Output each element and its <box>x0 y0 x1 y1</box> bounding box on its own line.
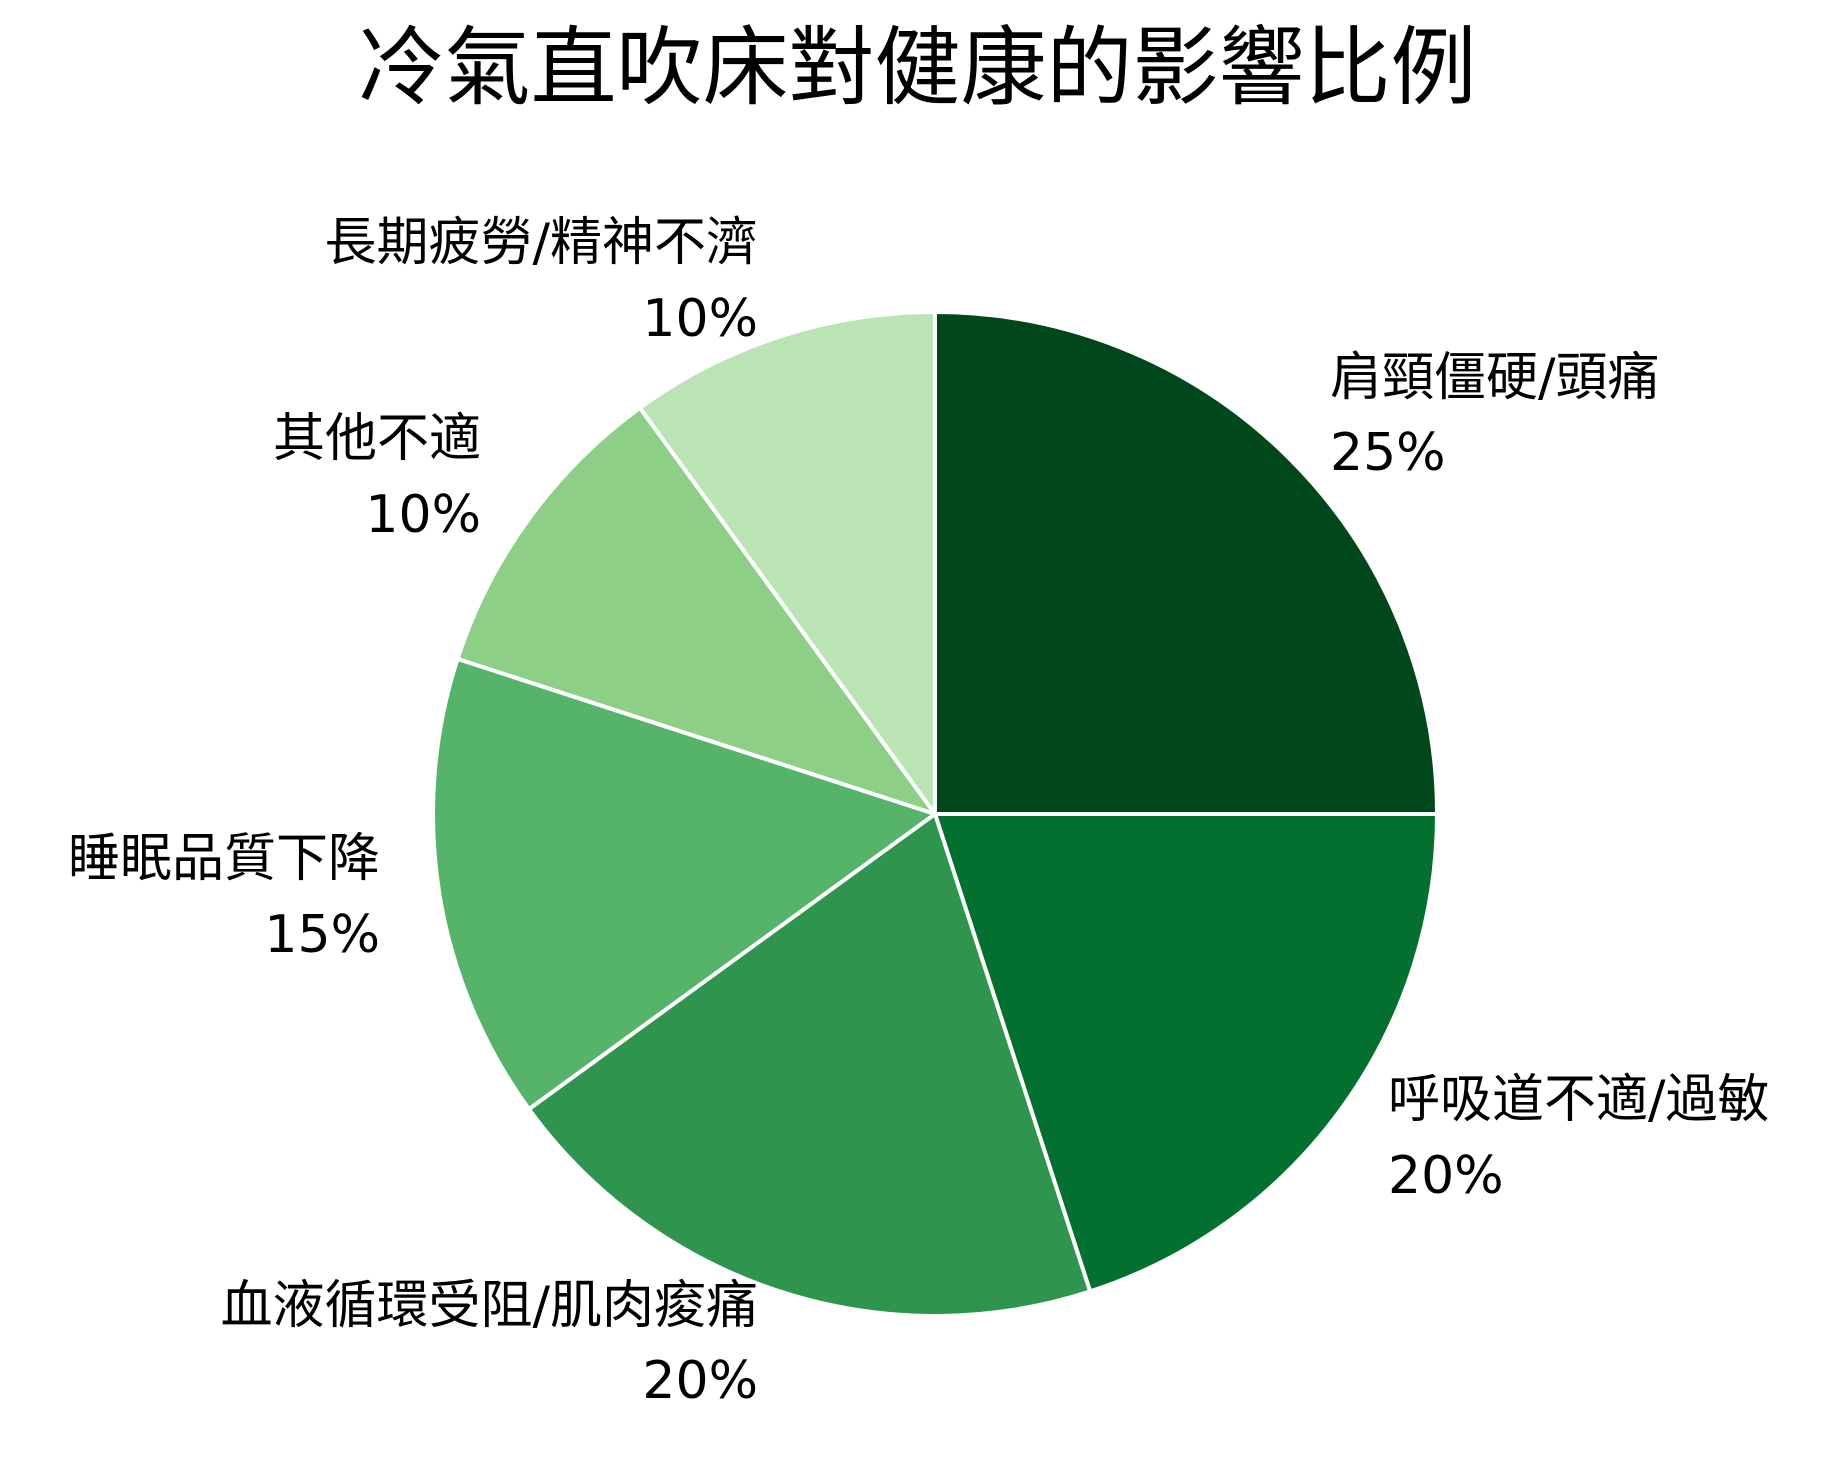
slice-value-label: 20% <box>1388 1146 1504 1206</box>
slice-label: 其他不適 <box>273 409 481 469</box>
pie-labels: 肩頸僵硬/頭痛 25% 呼吸道不適/過敏 20% 血液循環受阻/肌肉痠痛 20% 睡眠品質下… <box>68 213 1770 1411</box>
slice-label: 肩頸僵硬/頭痛 <box>1330 348 1660 408</box>
slice-label: 長期疲勞/精神不濟 <box>324 213 758 273</box>
pie-slice <box>933 812 1439 1294</box>
slice-value-label: 20% <box>642 1351 758 1411</box>
pie-slice <box>431 656 937 1112</box>
pie-slice <box>455 405 937 816</box>
pie-slice <box>637 310 937 816</box>
slice-value-label: 15% <box>264 905 380 965</box>
slice-value-label: 25% <box>1330 423 1446 483</box>
chart-title: 冷氣直吹床對健康的影響比例 <box>358 18 1477 118</box>
slice-value-label: 10% <box>365 485 481 545</box>
pie-slice <box>933 310 1439 816</box>
slice-label: 血液循環受阻/肌肉痠痛 <box>220 1276 758 1336</box>
slice-label: 睡眠品質下降 <box>68 829 380 889</box>
slice-value-label: 10% <box>642 289 758 349</box>
slice-label: 呼吸道不適/過敏 <box>1388 1070 1770 1130</box>
pie-slices <box>431 310 1439 1318</box>
pie-slice <box>526 812 1093 1318</box>
